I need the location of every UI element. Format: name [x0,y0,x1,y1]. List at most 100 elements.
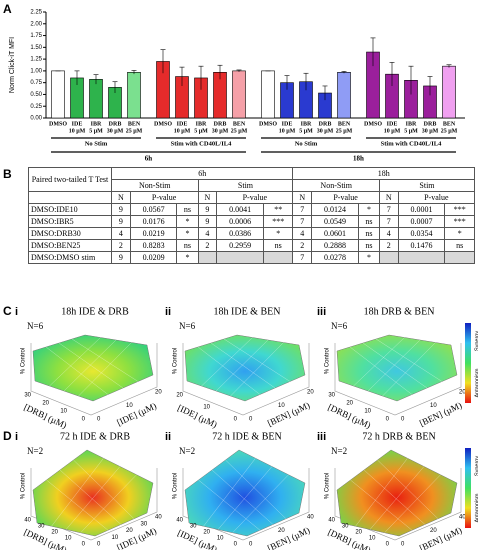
table-cell: Stim [378,179,476,192]
y-axis-label: [BEN] (µM) [418,400,463,428]
dose-label: 10 µM [69,128,86,134]
x-tick-label: IDE [282,121,293,127]
table-cell: 0.0007 [397,215,446,228]
x-tick-label: DMSO [49,121,67,127]
mesh-line [65,466,121,530]
mesh-line [59,469,122,525]
x-tick-label: IDE [177,121,188,127]
table-cell: ns [357,227,380,240]
y-axis-label: [BEN] (µM) [266,400,311,428]
table-cell: 18h [292,167,475,180]
x-axis-label: [DRB] (µM) [22,527,68,550]
table-cell [444,251,475,264]
table-cell: 7 [378,203,399,216]
table-cell: 4 [378,227,399,240]
subpanel-index: i [15,306,18,318]
table-cell: 9 [111,215,131,228]
table-cell: P-value [397,191,476,204]
mesh-line [369,466,425,530]
colorbar [465,323,471,403]
table-cell: * [176,251,199,264]
colorbar-label: Synergy [474,456,478,476]
x-tick-label: 0 [82,417,86,423]
table-cell: * [176,227,199,240]
table-cell [262,251,294,264]
surface-plot: iii 72 h DRB & BEN N=2 % Control 0 10 20 30 40 0 2… [317,431,478,550]
mesh-line [232,474,289,533]
time-label: 6h [145,155,153,163]
table-cell: 0.0386 [216,227,264,240]
table-cell: 0.0219 [129,227,178,240]
table-cell [216,251,264,264]
table-cell [28,191,112,204]
mesh-line [375,338,443,382]
x-tick-label: 10 [203,405,210,411]
sample-size: N=2 [179,446,195,456]
group-label: Stim with CD40L/IL4 [171,140,232,147]
x-tick-label: 20 [346,401,353,407]
surface-plot: ii 72 h IDE & BEN N=2 % Control 0 10 20 30 40 0 20… [165,431,314,550]
mesh-line [353,337,405,387]
mesh-line [71,338,139,382]
surface-plot: iii 18h DRB & BEN N=6 % Control 0 10 20 30 0 10 20… [317,306,478,430]
x-tick-label: 10 [65,536,72,542]
subpanel-index: i [15,431,18,443]
table-cell: 0.2888 [311,239,359,252]
x-tick-label: 0 [386,417,390,423]
sample-size: N=6 [331,321,348,331]
table-cell: 0.0041 [216,203,264,216]
mesh-line [225,459,287,519]
y-tick-label: 0.50 [30,92,42,98]
dose-label: 30 µM [107,128,124,134]
table-cell: 7 [292,215,313,228]
table-cell: 0.0176 [129,215,178,228]
table-cell: *** [444,203,475,216]
bar [442,65,456,119]
z-axis-label: % Control [325,348,331,374]
panel-label: B [3,167,12,181]
table-row: Paired two-tailed T Test 6h 18h [28,167,475,192]
x-tick-label: DRB [319,121,332,127]
table-cell: 0.1476 [397,239,446,252]
mesh-line [63,339,117,392]
y-axis-label: [IDE] (µM) [115,401,158,428]
mesh-line [78,342,132,397]
table-cell [197,251,218,264]
table-cell: 9 [111,203,131,216]
table-cell: 0.8283 [129,239,178,252]
table-cell: 0.2959 [216,239,264,252]
table-row: DMSO:IBR5 9 0.0176 * 9 0.0006 *** 7 0.0549 ns 7 0.0… [28,215,475,228]
mesh-line [210,342,276,389]
dose-label: 5 µM [299,128,313,134]
table-cell: * [357,203,380,216]
dose-label: 25 µM [231,128,248,134]
table-cell: 2 [111,239,131,252]
panel-label: C [3,304,12,318]
box-edge [30,468,158,541]
table-cell: DMSO:BEN25 [28,239,112,252]
table-cell: DMSO:IDE10 [28,203,112,216]
table-row: DMSO:IDE10 9 0.0567 ns 9 0.0041 ** 7 0.0124 * 7 0.0… [28,203,475,216]
y-tick-label: 0 [97,542,101,548]
y-tick-label: 10 [112,535,119,541]
surface [32,449,154,537]
z-axis-label: % Control [21,348,27,374]
y-tick-label: 1.75 [30,33,42,39]
mesh-line [197,346,261,395]
y-tick-label: 20 [155,390,162,396]
table-cell: 4 [292,227,313,240]
table-cell: Stim [197,179,294,192]
surface-title: 18h IDE & DRB [61,306,129,317]
table-row: DMSO:BEN25 2 0.8283 ns 2 0.2959 ns 2 0.2888 ns 2 0.… [28,239,475,252]
dose-label: 5 µM [404,128,418,134]
table-cell: 7 [378,215,399,228]
y-tick-label: 20 [278,528,285,534]
x-tick-label: 10 [60,409,67,415]
table-cell: * [262,227,294,240]
dose-label: 10 µM [384,128,401,134]
x-tick-label: IBR [301,121,312,127]
table-cell: 0.0601 [311,227,359,240]
y-tick-label: 10 [126,403,133,409]
y-tick-label: 0 [97,417,101,423]
